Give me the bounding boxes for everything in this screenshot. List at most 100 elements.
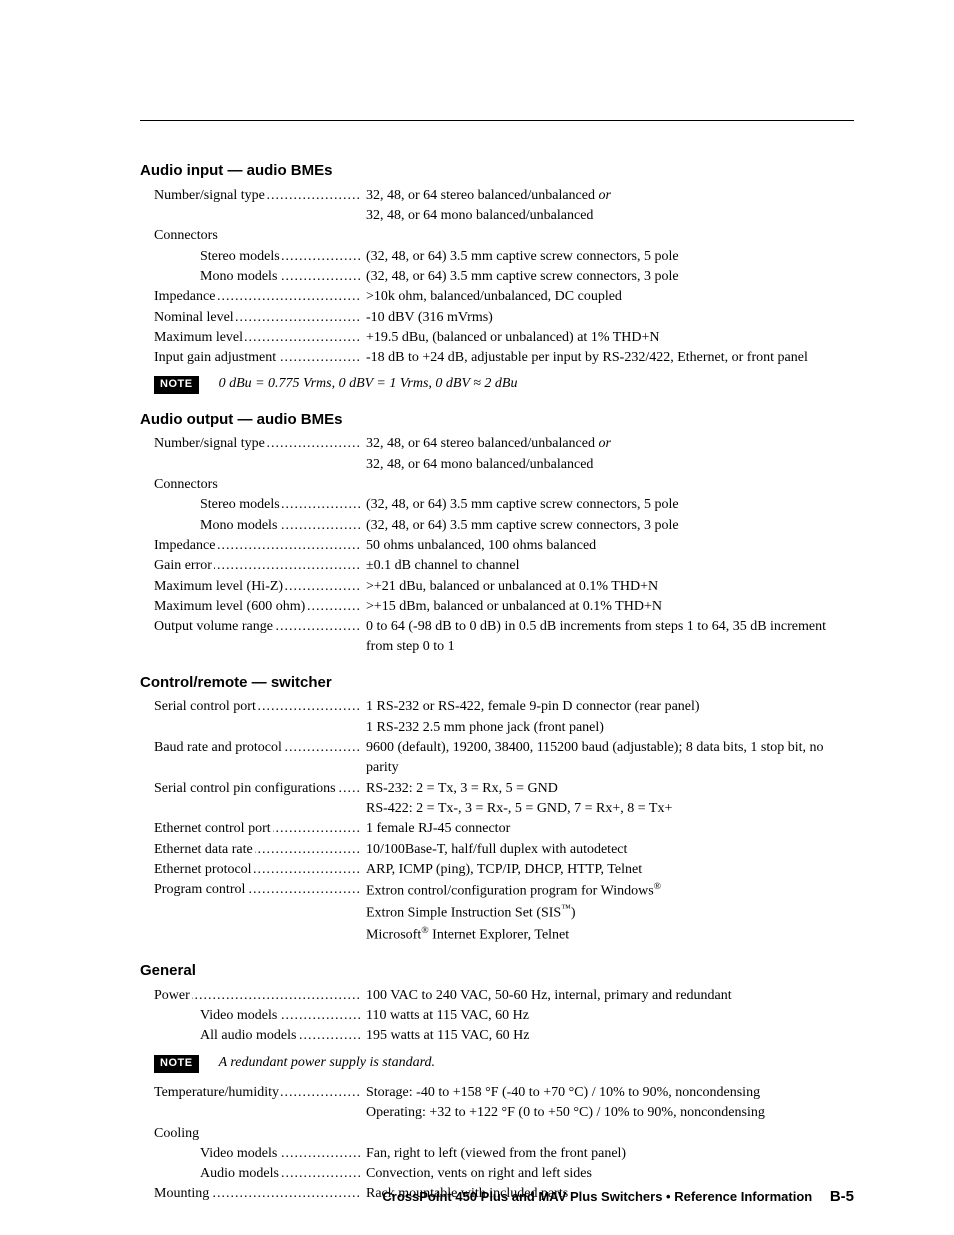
section-title: General bbox=[140, 960, 854, 982]
spec-row: Impedance50 ohms unbalanced, 100 ohms ba… bbox=[140, 536, 854, 556]
spec-value: ±0.1 dB channel to channel bbox=[360, 556, 854, 576]
top-rule bbox=[140, 120, 854, 121]
note-row: NOTE A redundant power supply is standar… bbox=[154, 1053, 854, 1073]
spec-value: 10/100Base-T, half/full duplex with auto… bbox=[360, 840, 854, 860]
spec-value: (32, 48, or 64) 3.5 mm captive screw con… bbox=[360, 495, 854, 515]
spec-row: Nominal level-10 dBV (316 mVrms) bbox=[140, 308, 854, 328]
spec-label: Ethernet control port bbox=[140, 819, 360, 839]
note-badge: NOTE bbox=[154, 376, 199, 394]
footer-page: B-5 bbox=[830, 1188, 854, 1205]
spec-row: Maximum level (Hi-Z)>+21 dBu, balanced o… bbox=[140, 577, 854, 597]
spec-label: Maximum level bbox=[140, 328, 360, 348]
spec-value: -18 dB to +24 dB, adjustable per input b… bbox=[360, 348, 854, 368]
spec-value: Storage: -40 to +158 °F (-40 to +70 °C) … bbox=[360, 1083, 854, 1124]
section-audio-input: Audio input — audio BMEs Number/signal t… bbox=[140, 160, 854, 395]
spec-rows: Temperature/humidityStorage: -40 to +158… bbox=[140, 1083, 854, 1205]
spec-label: Stereo models bbox=[140, 495, 360, 515]
spec-value: -10 dBV (316 mVrms) bbox=[360, 308, 854, 328]
note-text: 0 dBu = 0.775 Vrms, 0 dBV = 1 Vrms, 0 dB… bbox=[219, 374, 518, 394]
spec-row: Audio modelsConvection, vents on right a… bbox=[140, 1164, 854, 1184]
spec-value: >+21 dBu, balanced or unbalanced at 0.1%… bbox=[360, 577, 854, 597]
spec-rows: Number/signal type32, 48, or 64 stereo b… bbox=[140, 434, 854, 657]
spec-label: Output volume range bbox=[140, 617, 360, 637]
spec-row: Stereo models(32, 48, or 64) 3.5 mm capt… bbox=[140, 495, 854, 515]
spec-label: Video models bbox=[140, 1144, 360, 1164]
section-title: Audio input — audio BMEs bbox=[140, 160, 854, 182]
footer-text: CrossPoint 450 Plus and MAV Plus Switche… bbox=[382, 1189, 812, 1204]
spec-label: Connectors bbox=[140, 226, 360, 246]
spec-content: Audio input — audio BMEs Number/signal t… bbox=[140, 120, 854, 1205]
spec-row: Serial control port1 RS-232 or RS-422, f… bbox=[140, 697, 854, 738]
spec-label: Audio models bbox=[140, 1164, 360, 1184]
spec-label: Mono models bbox=[140, 516, 360, 536]
spec-value: +19.5 dBu, (balanced or unbalanced) at 1… bbox=[360, 328, 854, 348]
spec-value: (32, 48, or 64) 3.5 mm captive screw con… bbox=[360, 516, 854, 536]
spec-row: Program controlExtron control/configurat… bbox=[140, 880, 854, 946]
spec-label: Number/signal type bbox=[140, 434, 360, 454]
spec-label: Cooling bbox=[140, 1124, 360, 1144]
spec-value: Convection, vents on right and left side… bbox=[360, 1164, 854, 1184]
spec-row: Input gain adjustment-18 dB to +24 dB, a… bbox=[140, 348, 854, 368]
spec-row: Ethernet data rate10/100Base-T, half/ful… bbox=[140, 840, 854, 860]
spec-row: Ethernet control port1 female RJ-45 conn… bbox=[140, 819, 854, 839]
spec-label: Impedance bbox=[140, 536, 360, 556]
section-control: Control/remote — switcher Serial control… bbox=[140, 672, 854, 946]
spec-value: (32, 48, or 64) 3.5 mm captive screw con… bbox=[360, 247, 854, 267]
spec-value: 110 watts at 115 VAC, 60 Hz bbox=[360, 1006, 854, 1026]
spec-row: Video modelsFan, right to left (viewed f… bbox=[140, 1144, 854, 1164]
spec-row: All audio models195 watts at 115 VAC, 60… bbox=[140, 1026, 854, 1046]
spec-label: Baud rate and protocol bbox=[140, 738, 360, 758]
spec-value: 100 VAC to 240 VAC, 50-60 Hz, internal, … bbox=[360, 986, 854, 1006]
spec-row: Video models110 watts at 115 VAC, 60 Hz bbox=[140, 1006, 854, 1026]
spec-label: Ethernet data rate bbox=[140, 840, 360, 860]
spec-row: Cooling bbox=[140, 1124, 854, 1144]
section-title: Control/remote — switcher bbox=[140, 672, 854, 694]
spec-row: Number/signal type32, 48, or 64 stereo b… bbox=[140, 186, 854, 227]
section-title: Audio output — audio BMEs bbox=[140, 409, 854, 431]
spec-value: 1 female RJ-45 connector bbox=[360, 819, 854, 839]
spec-label: Video models bbox=[140, 1006, 360, 1026]
spec-rows: Number/signal type32, 48, or 64 stereo b… bbox=[140, 186, 854, 369]
spec-row: Baud rate and protocol9600 (default), 19… bbox=[140, 738, 854, 779]
section-general: General Power100 VAC to 240 VAC, 50-60 H… bbox=[140, 960, 854, 1205]
spec-value: Extron control/configuration program for… bbox=[360, 880, 854, 946]
spec-label: Impedance bbox=[140, 287, 360, 307]
spec-row: Maximum level (600 ohm)>+15 dBm, balance… bbox=[140, 597, 854, 617]
spec-label: Power bbox=[140, 986, 360, 1006]
spec-label: Maximum level (600 ohm) bbox=[140, 597, 360, 617]
spec-row: Gain error±0.1 dB channel to channel bbox=[140, 556, 854, 576]
spec-row: Connectors bbox=[140, 226, 854, 246]
spec-label: All audio models bbox=[140, 1026, 360, 1046]
spec-value: >+15 dBm, balanced or unbalanced at 0.1%… bbox=[360, 597, 854, 617]
spec-row: Temperature/humidityStorage: -40 to +158… bbox=[140, 1083, 854, 1124]
spec-label: Stereo models bbox=[140, 247, 360, 267]
spec-label: Temperature/humidity bbox=[140, 1083, 360, 1103]
spec-label: Program control bbox=[140, 880, 360, 900]
spec-label: Maximum level (Hi-Z) bbox=[140, 577, 360, 597]
spec-value: ARP, ICMP (ping), TCP/IP, DHCP, HTTP, Te… bbox=[360, 860, 854, 880]
spec-value: Fan, right to left (viewed from the fron… bbox=[360, 1144, 854, 1164]
spec-row: Impedance>10k ohm, balanced/unbalanced, … bbox=[140, 287, 854, 307]
note-badge: NOTE bbox=[154, 1055, 199, 1073]
spec-rows: Power100 VAC to 240 VAC, 50-60 Hz, inter… bbox=[140, 986, 854, 1047]
spec-label: Number/signal type bbox=[140, 186, 360, 206]
spec-row: Output volume range0 to 64 (-98 dB to 0 … bbox=[140, 617, 854, 658]
spec-row: Stereo models(32, 48, or 64) 3.5 mm capt… bbox=[140, 247, 854, 267]
spec-value: 50 ohms unbalanced, 100 ohms balanced bbox=[360, 536, 854, 556]
spec-row: Ethernet protocolARP, ICMP (ping), TCP/I… bbox=[140, 860, 854, 880]
spec-row: Power100 VAC to 240 VAC, 50-60 Hz, inter… bbox=[140, 986, 854, 1006]
spec-label: Serial control port bbox=[140, 697, 360, 717]
note-row: NOTE 0 dBu = 0.775 Vrms, 0 dBV = 1 Vrms,… bbox=[154, 374, 854, 394]
spec-row: Mono models(32, 48, or 64) 3.5 mm captiv… bbox=[140, 516, 854, 536]
spec-value: 9600 (default), 19200, 38400, 115200 bau… bbox=[360, 738, 854, 779]
spec-label: Ethernet protocol bbox=[140, 860, 360, 880]
spec-row: Maximum level+19.5 dBu, (balanced or unb… bbox=[140, 328, 854, 348]
section-audio-output: Audio output — audio BMEs Number/signal … bbox=[140, 409, 854, 658]
spec-label: Serial control pin configurations bbox=[140, 779, 360, 799]
spec-label: Nominal level bbox=[140, 308, 360, 328]
spec-row: Mono models(32, 48, or 64) 3.5 mm captiv… bbox=[140, 267, 854, 287]
spec-row: Connectors bbox=[140, 475, 854, 495]
spec-row: Number/signal type32, 48, or 64 stereo b… bbox=[140, 434, 854, 475]
spec-value: (32, 48, or 64) 3.5 mm captive screw con… bbox=[360, 267, 854, 287]
spec-label: Input gain adjustment bbox=[140, 348, 360, 368]
